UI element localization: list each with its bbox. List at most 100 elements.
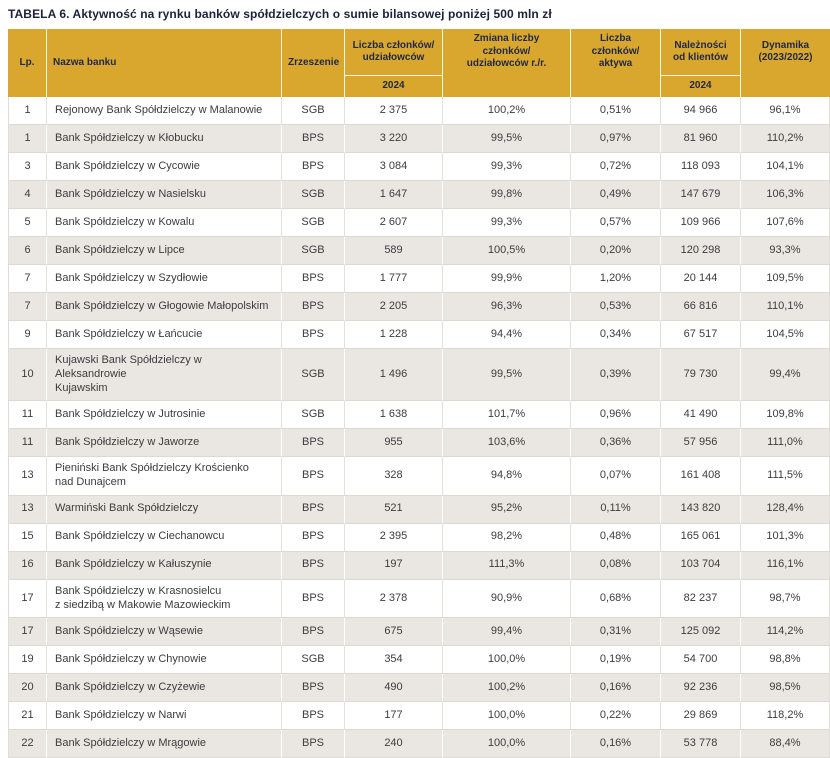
cell-dynamics: 109,8% [740, 401, 830, 430]
table-body: 1 Rejonowy Bank Spółdzielczy w Malanowie S… [8, 97, 830, 758]
cell-lp: 13 [8, 495, 46, 524]
cell-members-change: 100,0% [442, 702, 570, 731]
cell-bank-name: Bank Spółdzielczy w Głogowie Małopolskim [46, 293, 281, 321]
cell-members-change: 99,3% [442, 209, 570, 237]
cell-members-assets: 0,39% [570, 349, 660, 402]
column-header: Nazwa banku [46, 29, 281, 97]
cell-association: BPS [281, 153, 344, 181]
column-subheader-empty [740, 75, 830, 97]
cell-members-2024: 1 647 [344, 181, 442, 209]
cell-dynamics: 110,2% [740, 125, 830, 153]
cell-members-change: 94,8% [442, 457, 570, 496]
cell-bank-name: Kujawski Bank Spółdzielczy w Aleksandrow… [46, 349, 281, 402]
cell-receivables-2024: 67 517 [660, 321, 740, 349]
column-header: Należności od klientów [660, 29, 740, 75]
table-row: 7 Bank Spółdzielczy w Szydłowie BPS 1 777 99… [8, 265, 830, 293]
cell-association: SGB [281, 181, 344, 209]
cell-lp: 17 [8, 579, 46, 619]
cell-members-2024: 521 [344, 495, 442, 524]
cell-members-assets: 0,22% [570, 702, 660, 731]
cell-receivables-2024: 54 700 [660, 646, 740, 675]
cell-members-change: 90,9% [442, 579, 570, 619]
cell-members-assets: 0,08% [570, 551, 660, 580]
cell-receivables-2024: 82 237 [660, 579, 740, 619]
cell-bank-name: Bank Spółdzielczy w Czyżewie [46, 674, 281, 703]
table-row: 13 Pieniński Bank Spółdzielczy Krościenko… [8, 457, 830, 496]
cell-receivables-2024: 120 298 [660, 237, 740, 265]
cell-bank-name: Bank Spółdzielczy w Wąsewie [46, 618, 281, 647]
cell-association: SGB [281, 401, 344, 430]
cell-lp: 7 [8, 293, 46, 321]
cell-bank-name: Bank Spółdzielczy w Jutrosinie [46, 401, 281, 430]
cell-members-assets: 0,31% [570, 618, 660, 647]
cell-receivables-2024: 109 966 [660, 209, 740, 237]
table-row: 22 Bank Spółdzielczy w Mrągowie BPS 240 100,… [8, 730, 830, 758]
cell-receivables-2024: 79 730 [660, 349, 740, 402]
cell-members-change: 99,5% [442, 349, 570, 402]
cell-members-2024: 240 [344, 730, 442, 758]
cell-association: SGB [281, 349, 344, 402]
cell-bank-name: Bank Spółdzielczy w Jaworze [46, 429, 281, 458]
table-row: 15 Bank Spółdzielczy w Ciechanowcu BPS 2 39… [8, 523, 830, 552]
cell-members-assets: 0,51% [570, 97, 660, 125]
table-row: 1 Bank Spółdzielczy w Kłobucku BPS 3 220 99,… [8, 125, 830, 153]
cell-dynamics: 110,1% [740, 293, 830, 321]
cell-members-2024: 2 395 [344, 523, 442, 552]
cell-members-2024: 1 777 [344, 265, 442, 293]
cell-association: BPS [281, 265, 344, 293]
cell-dynamics: 128,4% [740, 495, 830, 524]
cell-association: BPS [281, 674, 344, 703]
cell-members-2024: 2 375 [344, 97, 442, 125]
cell-members-change: 100,2% [442, 97, 570, 125]
banks-table: Lp. Nazwa banku Zrzeszenie Liczba członków/… [8, 29, 830, 758]
cell-association: SGB [281, 646, 344, 675]
cell-bank-name: Bank Spółdzielczy w Krasnosielcu z siedz… [46, 579, 281, 619]
cell-lp: 17 [8, 618, 46, 647]
cell-receivables-2024: 125 092 [660, 618, 740, 647]
cell-receivables-2024: 118 093 [660, 153, 740, 181]
cell-members-2024: 1 228 [344, 321, 442, 349]
table-row: 19 Bank Spółdzielczy w Chynowie SGB 354 100,… [8, 646, 830, 675]
cell-association: BPS [281, 429, 344, 458]
cell-members-change: 100,5% [442, 237, 570, 265]
cell-bank-name: Bank Spółdzielczy w Chynowie [46, 646, 281, 675]
cell-members-change: 100,0% [442, 646, 570, 675]
cell-bank-name: Bank Spółdzielczy w Szydłowie [46, 265, 281, 293]
table-row: 10 Kujawski Bank Spółdzielczy w Aleksandr… [8, 349, 830, 402]
cell-bank-name: Bank Spółdzielczy w Lipce [46, 237, 281, 265]
cell-dynamics: 98,8% [740, 646, 830, 675]
cell-association: BPS [281, 730, 344, 758]
cell-lp: 5 [8, 209, 46, 237]
column-subheader-year: 2024 [660, 75, 740, 97]
cell-members-2024: 2 205 [344, 293, 442, 321]
column-header: Liczba członków/ aktywa [570, 29, 660, 75]
cell-association: SGB [281, 209, 344, 237]
table-row: 11 Bank Spółdzielczy w Jutrosinie SGB 1 638… [8, 401, 830, 430]
cell-members-2024: 675 [344, 618, 442, 647]
cell-receivables-2024: 20 144 [660, 265, 740, 293]
cell-members-change: 100,0% [442, 730, 570, 758]
cell-dynamics: 101,3% [740, 523, 830, 552]
cell-members-assets: 0,20% [570, 237, 660, 265]
cell-lp: 9 [8, 321, 46, 349]
cell-bank-name: Bank Spółdzielczy w Narwi [46, 702, 281, 731]
cell-members-2024: 197 [344, 551, 442, 580]
table-title: TABELA 6. Aktywność na rynku banków spół… [8, 7, 552, 21]
cell-lp: 15 [8, 523, 46, 552]
cell-receivables-2024: 103 704 [660, 551, 740, 580]
cell-association: BPS [281, 293, 344, 321]
cell-bank-name: Bank Spółdzielczy w Kałuszynie [46, 551, 281, 580]
column-subheader-empty [570, 75, 660, 97]
cell-dynamics: 109,5% [740, 265, 830, 293]
cell-lp: 3 [8, 153, 46, 181]
cell-bank-name: Rejonowy Bank Spółdzielczy w Malanowie [46, 97, 281, 125]
cell-members-2024: 490 [344, 674, 442, 703]
cell-bank-name: Bank Spółdzielczy w Nasielsku [46, 181, 281, 209]
cell-members-2024: 3 084 [344, 153, 442, 181]
cell-members-change: 98,2% [442, 523, 570, 552]
cell-members-2024: 955 [344, 429, 442, 458]
cell-members-change: 99,9% [442, 265, 570, 293]
cell-receivables-2024: 147 679 [660, 181, 740, 209]
cell-members-assets: 0,16% [570, 730, 660, 758]
